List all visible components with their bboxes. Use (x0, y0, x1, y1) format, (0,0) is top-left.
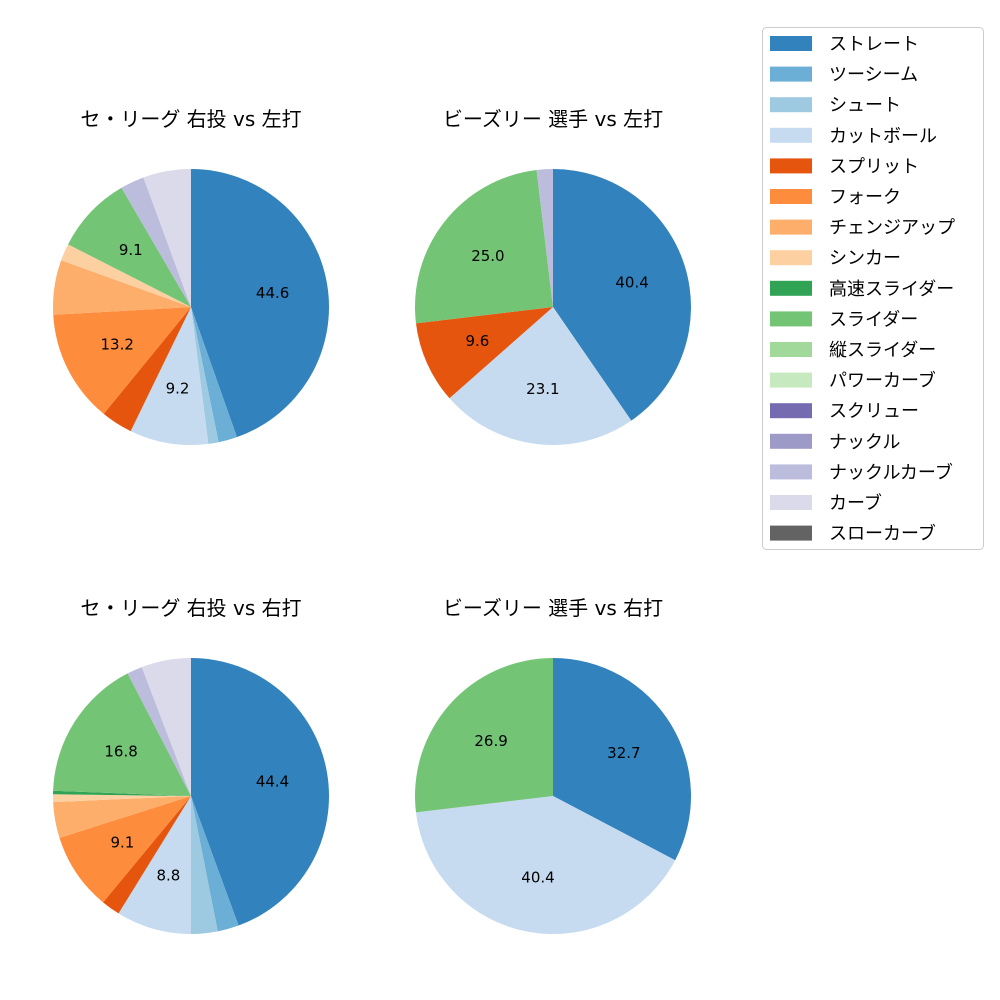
legend-swatch (770, 219, 812, 235)
pie-slice (121, 177, 191, 307)
pie-slice (53, 790, 191, 796)
legend-swatch (770, 433, 812, 449)
legend-swatch (770, 372, 812, 388)
slice-label: 9.6 (465, 332, 489, 350)
pie-slice (415, 307, 553, 399)
legend-label: ナックル (829, 432, 900, 453)
legend-swatch (770, 97, 812, 113)
pie-slice (191, 796, 239, 932)
legend: ストレートツーシームシュートカットボールスプリットフォークチェンジアップシンカー… (762, 27, 984, 550)
legend-label: チェンジアップ (829, 218, 955, 239)
legend-label: シュート (829, 95, 901, 116)
pie-title: セ・リーグ 右投 vs 左打 (80, 107, 301, 131)
slice-label: 16.8 (104, 743, 137, 761)
slice-label: 26.9 (474, 732, 507, 750)
pie-1: セ・リーグ 右投 vs 左打 44.6 9.2 13.2 9.1 (53, 107, 329, 445)
legend-swatch (770, 127, 812, 143)
slice-label: 40.4 (615, 273, 648, 291)
pie-slice (143, 169, 191, 307)
legend-swatch (770, 311, 812, 327)
legend-swatch (770, 495, 812, 510)
legend-label: スプリット (829, 156, 919, 177)
slice-label: 9.2 (166, 380, 190, 398)
pie-slice (191, 796, 218, 934)
slice-label: 9.1 (119, 241, 143, 259)
legend-label: カーブ (829, 492, 882, 514)
legend-box (762, 27, 984, 550)
pie-slice (191, 307, 219, 444)
pie-slice (118, 796, 191, 934)
legend-label: ストレート (829, 34, 919, 55)
pie-slice (53, 307, 192, 414)
pie-slice (553, 658, 691, 861)
pie-title: ビーズリー 選手 vs 右打 (443, 596, 663, 620)
legend-label: ナックルカーブ (829, 461, 953, 483)
legend-swatch (770, 66, 812, 82)
slice-label: 44.4 (256, 773, 289, 791)
legend-swatch (770, 280, 812, 296)
pie-slice (415, 796, 676, 935)
legend-swatch (770, 525, 812, 541)
pie-slice (53, 260, 191, 315)
slice-label: 8.8 (156, 867, 180, 885)
legend-label: 縦スライダー (829, 340, 936, 361)
slice-label: 25.0 (471, 247, 504, 265)
pie-slice (127, 667, 191, 796)
legend-label: カットボール (829, 126, 937, 147)
legend-swatch (770, 189, 812, 204)
pie-4: ビーズリー 選手 vs 右打 32.7 40.4 26.9 (415, 596, 691, 935)
legend-label: パワーカーブ (829, 370, 936, 392)
slice-label: 40.4 (521, 868, 554, 886)
legend-label: ツーシーム (829, 65, 918, 86)
legend-swatch (770, 403, 812, 419)
pie-slice (191, 658, 330, 926)
slice-label: 32.7 (607, 744, 640, 762)
legend-swatch (770, 464, 812, 480)
legend-label: スクリュー (829, 401, 919, 422)
pie-slice (53, 794, 191, 803)
pie-slice (536, 169, 553, 307)
legend-swatch (770, 36, 812, 51)
legend-label: 高速スライダー (829, 279, 954, 300)
pie-slice (449, 307, 632, 445)
pie-slice (68, 187, 191, 307)
pie-slice (53, 796, 191, 838)
pie-slice (53, 673, 191, 796)
pie-slice (59, 796, 192, 903)
legend-swatch (770, 158, 812, 174)
legend-label: スローカーブ (829, 523, 936, 545)
slice-label: 23.1 (526, 380, 559, 398)
pie-title: ビーズリー 選手 vs 左打 (443, 107, 663, 131)
slice-label: 9.1 (110, 833, 134, 851)
legend-swatch (770, 250, 812, 266)
pie-2: ビーズリー 選手 vs 左打 40.4 23.1 9.6 25.0 (415, 107, 692, 445)
pie-title: セ・リーグ 右投 vs 右打 (80, 596, 301, 620)
pie-slice (103, 796, 191, 914)
pie-slice (553, 168, 692, 421)
pie-slice (130, 307, 209, 445)
pie-slice (415, 658, 553, 813)
slice-label: 44.6 (256, 284, 289, 302)
pie-slice (191, 307, 237, 443)
slice-label: 13.2 (101, 336, 134, 354)
pie-slice (103, 307, 191, 432)
pie-slice (415, 169, 553, 324)
legend-label: フォーク (829, 187, 901, 208)
legend-swatch (770, 342, 812, 357)
pie-3: セ・リーグ 右投 vs 右打 44.4 8.8 9.1 16.8 (53, 596, 330, 934)
legend-label: スライダー (829, 309, 918, 330)
pie-slice (191, 169, 329, 438)
legend-label: シンカー (829, 248, 901, 269)
pie-slice (61, 244, 192, 307)
pie-slice (141, 658, 191, 796)
